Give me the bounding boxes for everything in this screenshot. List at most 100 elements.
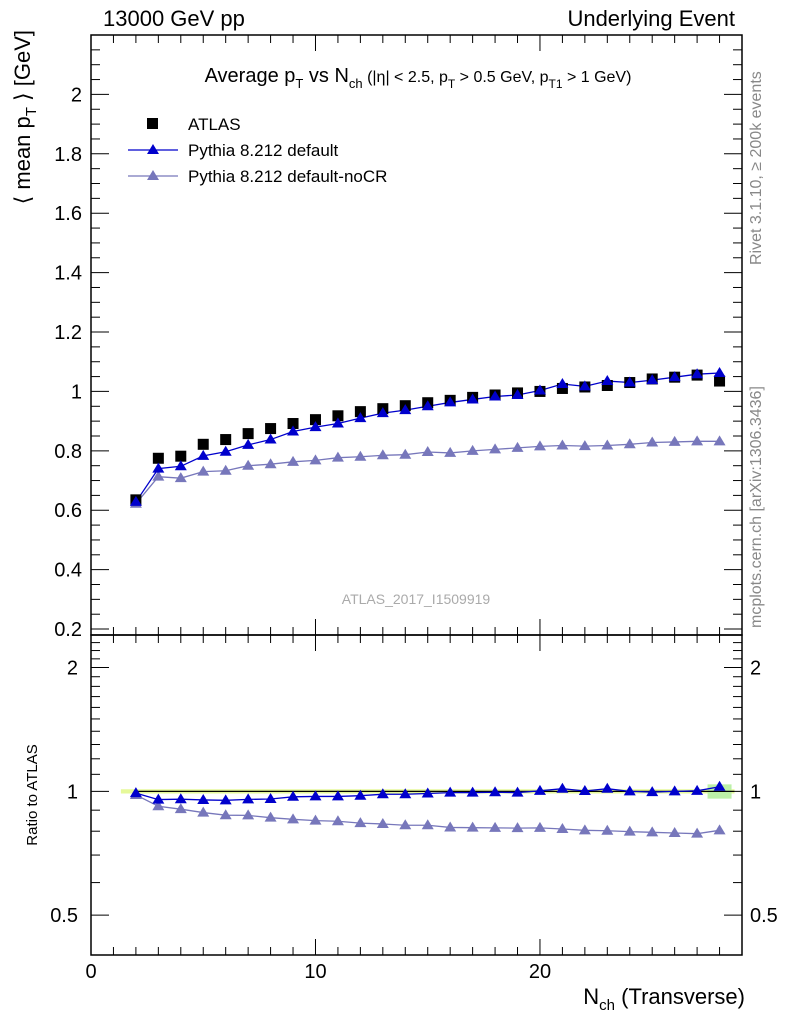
main-ylabel: ⟨ mean pT ⟩ [GeV]	[10, 30, 40, 204]
default-point	[533, 384, 546, 395]
default-point	[556, 378, 569, 389]
ratio-nocr-point	[174, 803, 187, 814]
nocr-point	[444, 446, 457, 457]
ratio-ytick-label-left: 0.5	[50, 905, 78, 927]
ratio-default-point	[331, 790, 344, 801]
ratio-nocr-point	[331, 815, 344, 826]
main-ytick-label: 0.8	[54, 441, 82, 463]
nocr-point	[242, 459, 255, 470]
nocr-point	[713, 435, 726, 446]
default-point	[646, 374, 659, 385]
default-point	[376, 407, 389, 418]
nocr-point	[309, 454, 322, 465]
default-point	[601, 375, 614, 386]
nocr-point	[376, 449, 389, 460]
nocr-point	[152, 470, 165, 481]
ratio-nocr-point	[264, 811, 277, 822]
default-point	[309, 421, 322, 432]
main-ytick-label: 0.2	[54, 619, 82, 641]
main-ytick-label: 1.8	[54, 144, 82, 166]
atlas-point	[152, 452, 164, 464]
ratio-default-point	[713, 780, 726, 791]
ratio-default-point	[197, 793, 210, 804]
ratio-default-point	[309, 790, 322, 801]
default-point	[354, 412, 367, 423]
ratio-nocr-point	[489, 821, 502, 832]
atlas-point	[309, 414, 321, 426]
nocr-point	[331, 451, 344, 462]
atlas-point	[197, 438, 209, 450]
nocr-point	[668, 435, 681, 446]
atlas-point	[220, 434, 232, 446]
x-axis-label: Nch (Transverse)	[583, 984, 745, 1014]
default-point	[242, 438, 255, 449]
ratio-nocr-point	[309, 814, 322, 825]
ratio-nocr-point	[556, 822, 569, 833]
ratio-nocr-point	[197, 806, 210, 817]
ratio-default-point	[691, 784, 704, 795]
default-point	[489, 390, 502, 401]
ratio-default-point	[556, 782, 569, 793]
ratio-default-point	[399, 788, 412, 799]
main-ytick-label: 1.6	[54, 203, 82, 225]
main-ytick-labels: 0.2 0.4 0.6 0.8 1 1.2 1.4 1.6 1.8 2	[54, 84, 82, 641]
legend-marker-default	[147, 144, 159, 154]
default-point	[219, 445, 232, 456]
default-point	[444, 396, 457, 407]
default-point	[174, 460, 187, 471]
header-right: Underlying Event	[567, 6, 735, 31]
ratio-default-point	[623, 785, 636, 796]
ratio-default-point	[421, 787, 434, 798]
ratio-ytick-label-right: 0.5	[750, 905, 778, 927]
ratio-default-point	[129, 787, 142, 798]
default-point	[511, 389, 524, 399]
ratio-nocr-point	[242, 809, 255, 820]
legend-marker-nocr	[147, 170, 159, 180]
nocr-point	[264, 458, 277, 469]
xtick-label: 10	[304, 961, 326, 983]
default-point	[129, 495, 142, 506]
ratio-default-point	[533, 784, 546, 795]
default-point	[421, 400, 434, 411]
default-point	[713, 367, 726, 378]
ratio-default-point	[444, 786, 457, 797]
ratio-axis-ticks	[90, 635, 743, 956]
ratio-default-point	[242, 793, 255, 804]
atlas-point	[175, 450, 187, 462]
nocr-point	[174, 472, 187, 483]
nocr-point	[578, 440, 591, 451]
default-point	[399, 404, 412, 415]
atlas-point	[265, 423, 277, 435]
ratio-ytick-labels: 0.5 0.5 1 1 2 2	[50, 658, 778, 928]
ratio-default-point	[152, 793, 165, 804]
header-left: 13000 GeV pp	[103, 6, 245, 31]
ratio-default-point	[287, 790, 300, 801]
atlas-point	[354, 406, 366, 418]
ratio-nocr-point	[533, 821, 546, 832]
legend-marker-atlas	[147, 118, 158, 129]
main-axis-ticks	[90, 34, 743, 635]
default-point	[197, 449, 210, 460]
default-point	[331, 417, 344, 428]
ratio-ytick-label-left: 1	[67, 781, 78, 803]
ratio-nocr-point	[601, 824, 614, 835]
atlas-point	[287, 418, 299, 430]
ratio-default-point	[174, 793, 187, 804]
ratio-nocr-point	[511, 822, 524, 833]
nocr-point	[219, 464, 232, 475]
default-point	[264, 433, 277, 444]
default-point	[668, 371, 681, 382]
atlas-point	[242, 428, 254, 440]
xtick-label: 0	[85, 961, 96, 983]
nocr-point	[466, 444, 479, 455]
ratio-default-point	[646, 786, 659, 797]
ratio-default-point	[601, 782, 614, 793]
ratio-nocr-point	[152, 800, 165, 811]
main-data	[129, 367, 726, 508]
ratio-nocr-point	[219, 809, 232, 820]
nocr-point	[691, 435, 704, 446]
default-point	[152, 462, 165, 473]
legend: ATLAS Pythia 8.212 default Pythia 8.212 …	[128, 115, 387, 186]
xtick-labels: 0 10 20	[85, 961, 551, 983]
